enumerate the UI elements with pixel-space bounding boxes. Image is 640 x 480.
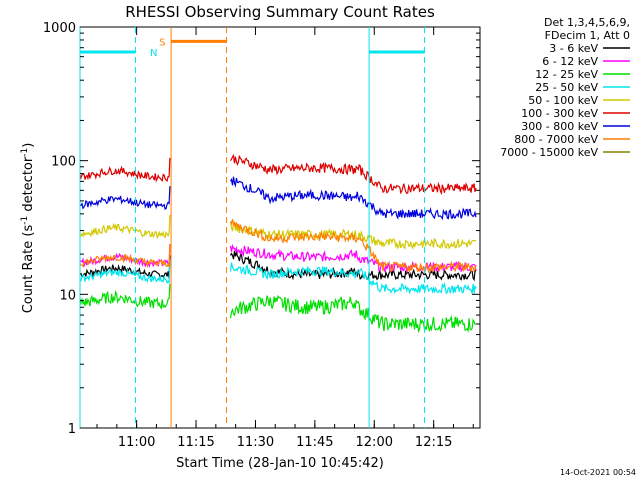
series-line-post	[229, 219, 477, 274]
footer-timestamp: 14-Oct-2021 00:54	[560, 468, 636, 477]
chart-title: RHESSI Observing Summary Count Rates	[125, 3, 435, 21]
series-line-post	[229, 294, 477, 334]
y-label-part: Count Rate (s	[21, 225, 36, 314]
legend-entry-label: 300 - 800 keV	[521, 120, 598, 133]
x-tick-label: 11:00	[118, 435, 155, 450]
series-line-post	[229, 176, 477, 221]
series-line-pre	[79, 214, 171, 240]
legend-entry-label: 100 - 300 keV	[521, 107, 598, 120]
legend-entry-label: 3 - 6 keV	[549, 42, 598, 55]
series-line-pre	[79, 259, 171, 285]
axis-layer: 11:00 11:15 11:30 11:45 12:00 12:15 1 10 100 1000	[43, 21, 480, 450]
y-tick-label: 1000	[43, 21, 76, 36]
legend: Det 1,3,4,5,6,9, FDecim 1, Att 0 3 - 6 k…	[500, 16, 630, 159]
x-tick-label: 12:00	[356, 435, 393, 450]
marker-layer: NS	[79, 27, 426, 428]
x-tick-label: 12:15	[415, 435, 452, 450]
legend-entry-label: 50 - 100 keV	[528, 94, 598, 107]
legend-entry-label: 7000 - 15000 keV	[500, 146, 598, 159]
y-tick-label: 10	[59, 288, 76, 303]
legend-header-line: Det 1,3,4,5,6,9,	[544, 16, 630, 29]
x-tick-label: 11:45	[296, 435, 333, 450]
interval-label: S	[159, 37, 165, 48]
series-line-pre	[79, 157, 171, 183]
y-label-part: )	[21, 143, 36, 148]
series-line-post	[229, 262, 477, 295]
legend-header-line: FDecim 1, Att 0	[545, 29, 630, 42]
y-tick-label: 1	[68, 422, 76, 437]
legend-entry-label: 12 - 25 keV	[535, 68, 598, 81]
series-line-pre	[79, 243, 171, 269]
series-line-pre	[79, 186, 171, 211]
x-tick-label: 11:15	[177, 435, 214, 450]
interval-label: N	[150, 48, 157, 59]
x-tick-label: 11:30	[237, 435, 274, 450]
y-axis-label: Count Rate (s-1 detector-1)	[20, 143, 36, 314]
series-layer	[79, 153, 477, 334]
y-label-sup: -1	[20, 216, 30, 225]
series-line-post	[230, 153, 477, 196]
legend-entry-label: 6 - 12 keV	[542, 55, 598, 68]
series-line-pre	[79, 284, 171, 310]
plot-frame	[79, 26, 481, 429]
x-axis-label: Start Time (28-Jan-10 10:45:42)	[176, 456, 384, 471]
y-label-part: detector	[21, 156, 36, 216]
y-tick-label: 100	[51, 155, 76, 170]
legend-entry-label: 800 - 7000 keV	[514, 133, 598, 146]
legend-entry-label: 25 - 50 keV	[535, 81, 598, 94]
y-label-sup: -1	[20, 148, 30, 157]
